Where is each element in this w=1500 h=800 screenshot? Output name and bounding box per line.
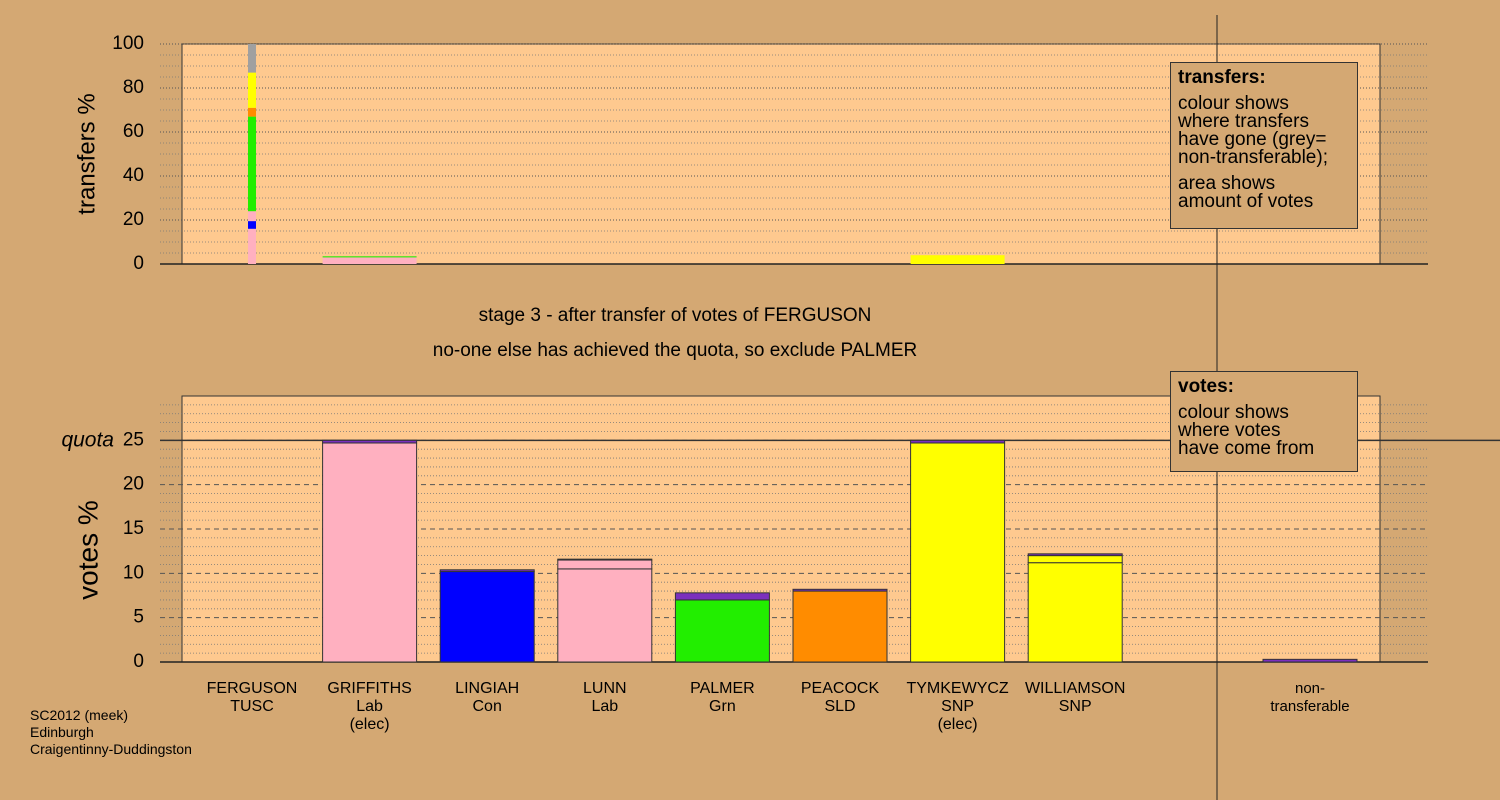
legend-text: colour shows where votes have come from — [1178, 402, 1315, 459]
stage-note: no-one else has achieved the quota, so e… — [432, 340, 918, 361]
bar-segment — [248, 228, 256, 264]
bar-segment — [248, 211, 256, 222]
bar-segment — [557, 568, 653, 663]
bar-segment — [322, 442, 418, 663]
y-tick-label: 5 — [133, 607, 144, 628]
bar-segment — [248, 44, 256, 73]
bar-segment — [557, 559, 653, 570]
bar-segment — [910, 439, 1006, 444]
y-tick-label: 20 — [123, 474, 144, 495]
x-tick-label: WILLIAMSON SNP — [1024, 680, 1126, 715]
bar-segment — [910, 255, 1005, 264]
bar-segment — [248, 107, 256, 117]
bar-segment — [322, 439, 418, 444]
y-axis-label: transfers % — [73, 93, 100, 214]
x-tick-label: TYMKEWYCZ SNP (elec) — [906, 680, 1009, 733]
y-axis-label: votes % — [72, 500, 103, 600]
bar-segment — [439, 571, 535, 663]
y-tick-label: 10 — [123, 562, 144, 583]
bar-segment — [322, 256, 417, 258]
x-tick-label: PALMER Grn — [690, 680, 755, 715]
y-tick-label: 100 — [112, 33, 144, 54]
bar-segment — [674, 592, 770, 601]
bar-segment — [910, 442, 1006, 663]
bar-segment — [557, 558, 653, 561]
y-tick-label: 25 — [123, 429, 144, 450]
y-tick-label: 60 — [123, 121, 144, 142]
bar-segment — [1262, 658, 1358, 663]
bar-segment — [1027, 562, 1123, 663]
bar-segment — [248, 221, 256, 229]
bar-segment — [439, 569, 535, 573]
x-tick-label: PEACOCK SLD — [800, 680, 880, 715]
bar-segment — [248, 116, 256, 212]
stage-title: stage 3 - after transfer of votes of FER… — [478, 305, 872, 326]
legend-title: transfers: — [1178, 67, 1266, 88]
quota-label: quota — [61, 429, 114, 452]
legend-box: transfers: colour shows where transfers … — [1170, 62, 1358, 229]
x-tick-label: GRIFFITHS Lab (elec) — [327, 680, 412, 733]
bar-segment — [1027, 555, 1123, 564]
footnote: SC2012 (meek) Edinburgh Craigentinny-Dud… — [30, 707, 192, 757]
bar-segment — [322, 257, 417, 264]
legend-text: colour shows where transfers have gone (… — [1178, 93, 1328, 168]
y-tick-label: 0 — [133, 651, 144, 672]
bar-segment — [792, 588, 888, 592]
bar-segment — [792, 590, 888, 663]
x-tick-label: LINGIAH Con — [455, 680, 520, 715]
y-tick-label: 15 — [123, 518, 144, 539]
bar-segment — [248, 72, 256, 108]
y-tick-label: 0 — [133, 253, 144, 274]
legend-text: area shows amount of votes — [1178, 173, 1314, 212]
bar-segment — [1027, 553, 1123, 557]
x-tick-label: LUNN Lab — [583, 680, 627, 715]
y-tick-label: 40 — [123, 165, 144, 186]
x-tick-label: non- transferable — [1270, 680, 1350, 715]
x-tick-label: FERGUSON TUSC — [206, 680, 298, 715]
y-tick-label: 80 — [123, 77, 144, 98]
bar-segment — [674, 599, 770, 663]
legend-box: votes: colour shows where votes have com… — [1170, 371, 1358, 472]
legend-title: votes: — [1178, 376, 1234, 397]
y-tick-label: 20 — [123, 209, 144, 230]
